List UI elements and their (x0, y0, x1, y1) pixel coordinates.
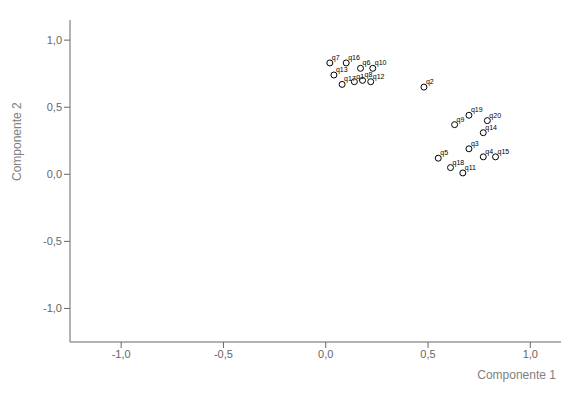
svg-text:1,0: 1,0 (47, 34, 62, 46)
svg-text:q6: q6 (363, 59, 371, 67)
svg-text:q18: q18 (453, 159, 465, 167)
svg-text:-0,5: -0,5 (214, 348, 233, 360)
svg-text:q12: q12 (373, 73, 385, 81)
svg-text:-0,5: -0,5 (43, 235, 62, 247)
svg-text:0,5: 0,5 (420, 348, 435, 360)
svg-text:q3: q3 (471, 140, 479, 148)
svg-text:-1,0: -1,0 (43, 302, 62, 314)
svg-text:q10: q10 (375, 59, 387, 67)
svg-text:q9: q9 (457, 116, 465, 124)
svg-text:q8: q8 (365, 71, 373, 79)
svg-text:q5: q5 (440, 149, 448, 157)
svg-text:q17: q17 (344, 75, 356, 83)
svg-text:q2: q2 (426, 78, 434, 86)
svg-text:Componente 1: Componente 1 (477, 368, 556, 382)
svg-text:q16: q16 (348, 54, 360, 62)
svg-text:q11: q11 (465, 164, 476, 172)
svg-text:q7: q7 (332, 54, 340, 62)
svg-text:0,0: 0,0 (47, 168, 62, 180)
svg-text:q1: q1 (356, 73, 364, 81)
svg-text:q13: q13 (336, 66, 348, 74)
svg-text:0,5: 0,5 (47, 101, 62, 113)
svg-text:Componente 2: Componente 2 (10, 102, 24, 181)
svg-text:q4: q4 (485, 148, 493, 156)
svg-text:q19: q19 (471, 106, 483, 114)
svg-text:q14: q14 (485, 124, 497, 132)
svg-text:1,0: 1,0 (523, 348, 538, 360)
svg-text:0,0: 0,0 (318, 348, 333, 360)
svg-text:q15: q15 (498, 148, 510, 156)
svg-text:q20: q20 (489, 112, 501, 120)
svg-text:-1,0: -1,0 (112, 348, 131, 360)
